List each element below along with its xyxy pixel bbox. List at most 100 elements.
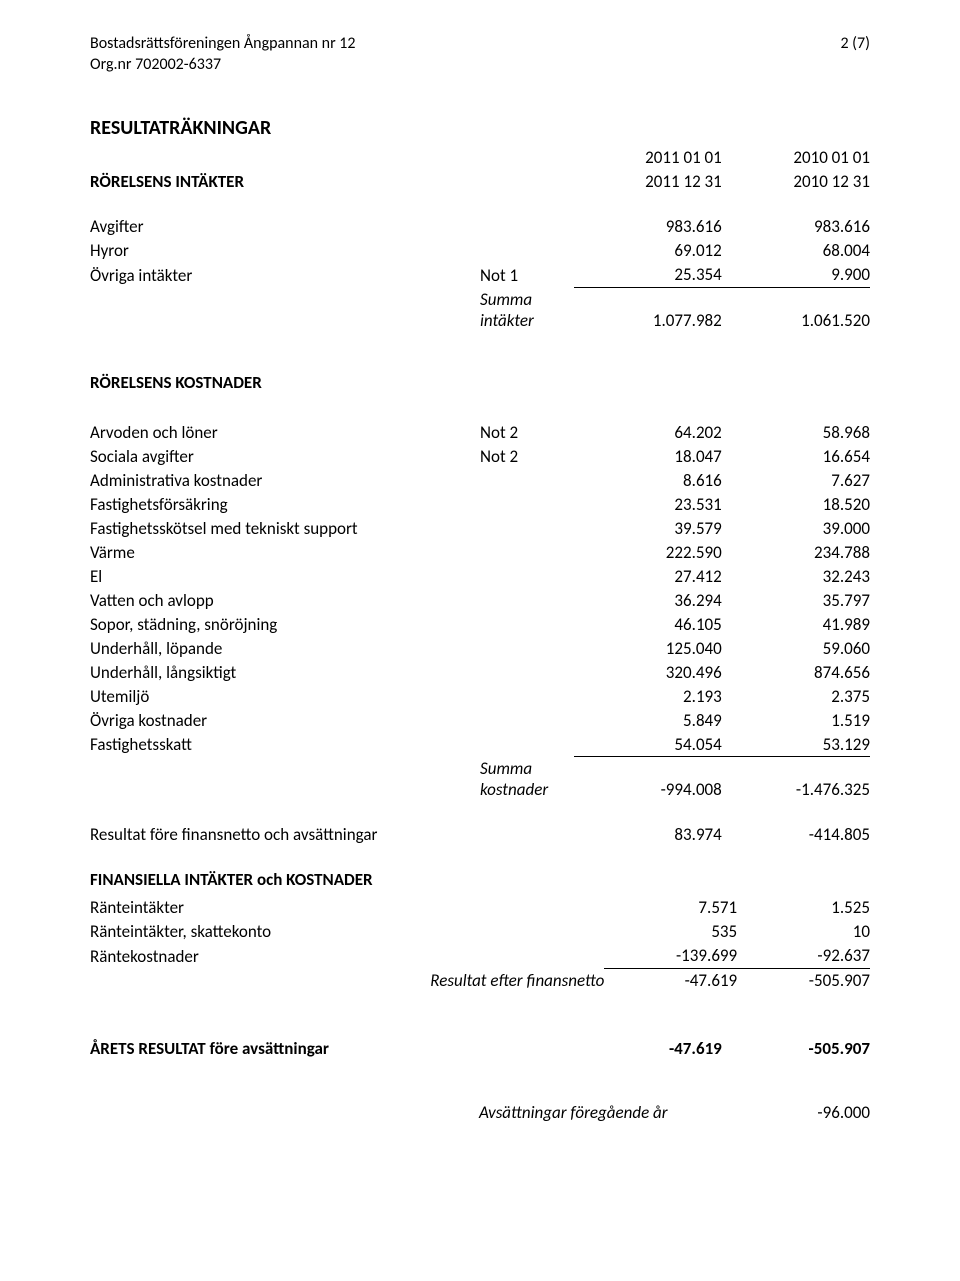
row-note	[480, 612, 574, 636]
row-label: Ränteintäkter, skattekonto	[90, 920, 430, 944]
row-note	[480, 684, 574, 708]
avsattning-label: Avsättningar föregående år	[479, 1101, 668, 1125]
pre-fin-val-1: 83.974	[574, 823, 722, 847]
row-label: Sopor, städning, snöröjning	[90, 612, 480, 636]
period-col1-end: 2011 12 31	[574, 170, 722, 194]
table-row: Utemiljö 2.193 2.375	[90, 684, 870, 708]
sum-val-1: 1.077.982	[574, 287, 722, 332]
row-val-1: 983.616	[574, 215, 722, 239]
year-result-table: ÅRETS RESULTAT före avsättningar -47.619…	[90, 1037, 870, 1061]
row-val-2: 16.654	[722, 444, 870, 468]
row-val-2: 2.375	[722, 684, 870, 708]
row-label: Administrativa kostnader	[90, 468, 480, 492]
row-val-2: 68.004	[722, 239, 870, 263]
row-val-2: 53.129	[722, 732, 870, 757]
row-val-2: 234.788	[722, 540, 870, 564]
row-label: Räntekostnader	[90, 944, 430, 969]
row-label: Utemiljö	[90, 684, 480, 708]
row-label: Arvoden och löner	[90, 420, 480, 444]
row-val-1: 320.496	[574, 660, 722, 684]
sum-val-1: -994.008	[574, 757, 722, 802]
period-col1-start: 2011 01 01	[574, 146, 722, 170]
row-val-2: 59.060	[722, 636, 870, 660]
row-label: Hyror	[90, 239, 480, 263]
org-name: Bostadsrättsföreningen Ångpannan nr 12	[90, 34, 356, 55]
avsattning-table: Avsättningar föregående år -96.000	[90, 1101, 870, 1125]
row-val-1: 69.012	[574, 239, 722, 263]
table-row: Fastighetsskatt 54.054 53.129	[90, 732, 870, 757]
year-result-row: ÅRETS RESULTAT före avsättningar -47.619…	[90, 1037, 870, 1061]
page-title: RESULTATRÄKNINGAR	[90, 116, 870, 140]
table-row: Arvoden och löner Not 2 64.202 58.968	[90, 420, 870, 444]
table-row: Sociala avgifter Not 2 18.047 16.654	[90, 444, 870, 468]
row-note	[480, 660, 574, 684]
period-row-1: 2011 01 01 2010 01 01	[90, 146, 870, 170]
row-note	[480, 708, 574, 732]
row-note	[480, 215, 574, 239]
page: Bostadsrättsföreningen Ångpannan nr 12 O…	[0, 0, 960, 1281]
row-label: Fastighetsförsäkring	[90, 492, 480, 516]
row-val-1: 39.579	[574, 516, 722, 540]
kostnader-heading: RÖRELSENS KOSTNADER	[90, 372, 870, 393]
row-val-2: -92.637	[737, 944, 870, 969]
table-row: Ränteintäkter, skattekonto 535 10	[90, 920, 870, 944]
avsattning-v1: -96.000	[769, 1101, 870, 1125]
intakter-table: Avgifter 983.616 983.616 Hyror 69.012 68…	[90, 215, 870, 333]
table-row: Övriga intäkter Not 1 25.354 9.900	[90, 263, 870, 288]
row-val-1: 222.590	[574, 540, 722, 564]
table-row: Administrativa kostnader 8.616 7.627	[90, 468, 870, 492]
org-number: Org.nr 702002-6337	[90, 55, 356, 76]
sum-row: Summa kostnader -994.008 -1.476.325	[90, 757, 870, 802]
row-note	[480, 492, 574, 516]
row-label: Värme	[90, 540, 480, 564]
period-table: 2011 01 01 2010 01 01 RÖRELSENS INTÄKTER…	[90, 146, 870, 215]
row-val-1: 7.571	[604, 896, 737, 920]
pre-fin-row: Resultat före finansnetto och avsättning…	[90, 823, 870, 847]
row-val-2: 18.520	[722, 492, 870, 516]
sum-val-2: -505.907	[737, 968, 870, 993]
row-val-1: 64.202	[574, 420, 722, 444]
row-val-1: 125.040	[574, 636, 722, 660]
table-row: Fastighetsskötsel med tekniskt support 3…	[90, 516, 870, 540]
table-row: Fastighetsförsäkring 23.531 18.520	[90, 492, 870, 516]
fin-table: Ränteintäkter 7.571 1.525 Ränteintäkter,…	[90, 896, 870, 993]
kostnader-table: Arvoden och löner Not 2 64.202 58.968 So…	[90, 399, 870, 847]
table-row: Ränteintäkter 7.571 1.525	[90, 896, 870, 920]
row-val-1: 535	[604, 920, 737, 944]
row-val-2: 35.797	[722, 588, 870, 612]
row-note	[480, 468, 574, 492]
row-val-2: 39.000	[722, 516, 870, 540]
row-val-2: 10	[737, 920, 870, 944]
row-note	[480, 732, 574, 757]
sum-val-2: 1.061.520	[722, 287, 870, 332]
year-result-v1: -47.619	[574, 1037, 722, 1061]
header-left: Bostadsrättsföreningen Ångpannan nr 12 O…	[90, 34, 356, 76]
row-val-1: 46.105	[574, 612, 722, 636]
row-label: Sociala avgifter	[90, 444, 480, 468]
row-note: Not 2	[480, 444, 574, 468]
row-label: Vatten och avlopp	[90, 588, 480, 612]
intakter-heading: RÖRELSENS INTÄKTER	[90, 170, 480, 194]
row-val-1: 23.531	[574, 492, 722, 516]
row-label: Underhåll, långsiktigt	[90, 660, 480, 684]
row-note: Not 1	[480, 263, 574, 288]
sum-row: Summa intäkter 1.077.982 1.061.520	[90, 287, 870, 332]
row-val-2: 32.243	[722, 564, 870, 588]
year-result-v2: -505.907	[722, 1037, 870, 1061]
table-row: Räntekostnader -139.699 -92.637	[90, 944, 870, 969]
row-val-1: 54.054	[574, 732, 722, 757]
row-note	[480, 516, 574, 540]
row-label: Övriga kostnader	[90, 708, 480, 732]
table-row: El 27.412 32.243	[90, 564, 870, 588]
row-note	[480, 588, 574, 612]
row-label: El	[90, 564, 480, 588]
pre-fin-label: Resultat före finansnetto och avsättning…	[90, 823, 574, 847]
row-val-1: 36.294	[574, 588, 722, 612]
row-note	[480, 636, 574, 660]
sum-row: Resultat efter finansnetto -47.619 -505.…	[90, 968, 870, 993]
sum-val-2: -1.476.325	[722, 757, 870, 802]
row-val-1: 18.047	[574, 444, 722, 468]
row-note	[430, 896, 604, 920]
row-val-2: 983.616	[722, 215, 870, 239]
table-row: Vatten och avlopp 36.294 35.797	[90, 588, 870, 612]
